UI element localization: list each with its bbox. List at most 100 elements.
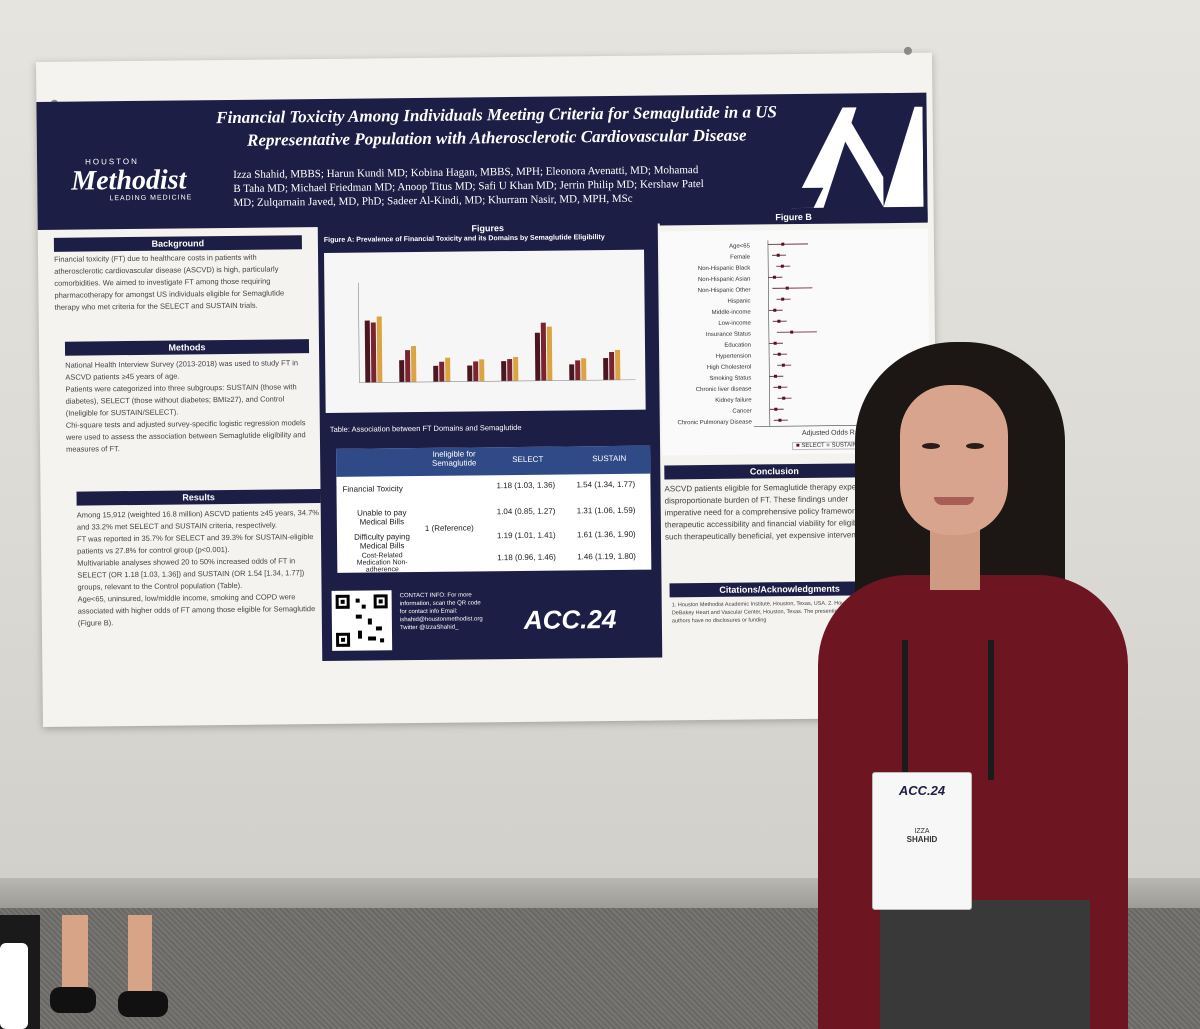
table-reference-cell: 1 (Reference) xyxy=(424,523,474,533)
conclusion-text: ASCVD patients eligible for Semaglutide … xyxy=(664,482,876,542)
table-row-label: Cost-Related Medication Non-adherence xyxy=(356,552,408,574)
forest-point xyxy=(781,363,785,367)
lanyard xyxy=(902,640,994,780)
forest-point xyxy=(773,374,778,378)
forest-label: Age<65 xyxy=(729,244,751,250)
results-item: Among 15,912 (weighted 16.8 million) ASC… xyxy=(76,508,319,532)
forest-label: Hypertension xyxy=(716,354,751,360)
figure-b-legend: ■ SELECT ■ SUSTAIN xyxy=(792,441,862,451)
methodist-logo: Methodist xyxy=(71,164,187,197)
figure-a-bar xyxy=(581,358,587,381)
forest-point xyxy=(777,352,781,356)
forest-label: Cancer xyxy=(732,409,751,415)
badge-event: ACC.24 xyxy=(898,783,946,798)
forest-point xyxy=(790,330,794,334)
forest-label: Female xyxy=(730,255,751,261)
forest-label: High Cholesterol xyxy=(707,365,751,371)
name-badge: ACC.24 IZZA SHAHID xyxy=(872,772,972,910)
table-row-label: Unable to pay Medical Bills xyxy=(357,508,407,527)
figure-a-bar xyxy=(467,365,473,382)
methods-heading: Methods xyxy=(64,339,310,356)
figure-b-forest-plot: Age<65 Female Non-Hispanic Black Non-Hispan… xyxy=(659,228,931,456)
methods-item: Chi-square tests and adjusted survey-spe… xyxy=(65,418,306,454)
figure-a-bar xyxy=(575,360,581,381)
table-header-cell: SELECT xyxy=(512,454,544,465)
methods-list: National Health Interview Survey (2013-2… xyxy=(65,357,310,456)
forest-point xyxy=(777,319,781,323)
table-cell: 1.31 (1.06, 1.59) xyxy=(576,505,636,516)
background-text: Financial toxicity (FT) due to healthcar… xyxy=(54,252,285,312)
forest-point xyxy=(773,341,777,345)
table-cell: 1.46 (1.19, 1.80) xyxy=(577,551,636,562)
figure-a-bar xyxy=(546,326,553,381)
presenter-face xyxy=(900,385,1008,535)
forest-label: Kidney failure xyxy=(715,398,752,404)
table-cell: 1.04 (0.85, 1.27) xyxy=(496,506,556,517)
results-list: Among 15,912 (weighted 16.8 million) ASC… xyxy=(77,507,322,630)
figure-a-chart xyxy=(324,249,646,413)
research-poster: HOUSTON Methodist LEADING MEDICINE Finan… xyxy=(36,46,939,727)
table-cell: 1.19 (1.01, 1.41) xyxy=(496,530,556,541)
forest-label: Smoking Status xyxy=(709,376,751,382)
forest-point xyxy=(774,407,778,411)
visitor-legs xyxy=(0,915,185,1029)
conclusion-heading: Conclusion xyxy=(664,463,885,480)
forest-label: Chronic Pulmonary Disease xyxy=(677,420,752,427)
logo-tagline: LEADING MEDICINE xyxy=(109,194,193,203)
association-table: Ineligible for Semaglutide SELECT SUSTAI… xyxy=(336,445,652,574)
figure-a-bar xyxy=(569,364,575,381)
figure-a-bar xyxy=(473,361,479,382)
figure-a-bar xyxy=(540,322,547,381)
methodist-m-icon xyxy=(783,106,924,209)
forest-point xyxy=(778,418,782,422)
table-cell: 1.61 (1.36, 1.90) xyxy=(576,529,636,540)
table-header-cell: SUSTAIN xyxy=(592,453,627,464)
table-header-cell: Ineligible for Semaglutide xyxy=(431,449,477,468)
methods-item: Patients were categorized into three sub… xyxy=(65,382,297,418)
forest-point xyxy=(772,275,776,279)
table-cell: 1.54 (1.34, 1.77) xyxy=(576,479,636,490)
forest-label: Education xyxy=(724,343,751,349)
forest-label: Hispanic xyxy=(728,299,751,305)
badge-last-name: SHAHID xyxy=(906,835,938,844)
figure-a-bar xyxy=(445,357,451,382)
figure-a-bar xyxy=(405,350,411,383)
figure-a-bar xyxy=(364,320,371,383)
figure-a-bar xyxy=(501,361,507,382)
table-row-label: Difficulty paying Medical Bills xyxy=(353,532,410,551)
table-header: Ineligible for Semaglutide SELECT SUSTAI… xyxy=(336,445,651,477)
forest-point xyxy=(781,297,785,301)
figure-a-bars xyxy=(358,282,636,383)
forest-point xyxy=(773,308,777,312)
forest-point xyxy=(785,286,789,290)
acc-logo: ACC.24 xyxy=(523,603,617,635)
table-cell: 1.18 (0.96, 1.46) xyxy=(497,552,556,563)
figure-a-bar xyxy=(534,332,541,381)
figure-b-heading: Figure B xyxy=(659,208,928,226)
forest-point xyxy=(780,264,784,268)
figure-a-bar xyxy=(439,361,445,382)
figures-column: Figures Figure A: Prevalence of Financia… xyxy=(317,215,663,662)
figure-a-bar xyxy=(615,349,621,380)
figure-a-bar xyxy=(479,359,485,382)
forest-point xyxy=(781,242,785,246)
methods-item: National Health Interview Survey (2013-2… xyxy=(65,358,299,382)
figure-a-bar xyxy=(410,346,417,383)
table-title: Table: Association between FT Domains an… xyxy=(325,415,658,441)
figure-a-bar xyxy=(609,351,615,381)
forest-label: Non-Hispanic Asian xyxy=(698,277,750,284)
forest-plot: Age<65 Female Non-Hispanic Black Non-Hispan… xyxy=(677,240,912,427)
contact-footer: CONTACT INFO: For more information, scan… xyxy=(327,582,658,655)
table-row-label: Financial Toxicity xyxy=(342,484,403,494)
figure-a-bar xyxy=(513,356,519,382)
table-cell: 1.18 (1.03, 1.36) xyxy=(496,480,556,491)
figure-a-bar xyxy=(399,360,405,383)
qr-code-icon[interactable] xyxy=(331,590,393,651)
forest-label: Non-Hispanic Other xyxy=(698,288,751,295)
figure-a-bar xyxy=(370,322,377,383)
results-item: Multivariable analyses showed 20 to 50% … xyxy=(77,556,305,592)
poster-header: HOUSTON Methodist LEADING MEDICINE Finan… xyxy=(36,92,928,230)
legend-sustain: SUSTAIN xyxy=(831,442,858,449)
figure-a-bar xyxy=(433,365,439,382)
results-item: Age<65, uninsured, low/middle income, sm… xyxy=(77,592,316,628)
